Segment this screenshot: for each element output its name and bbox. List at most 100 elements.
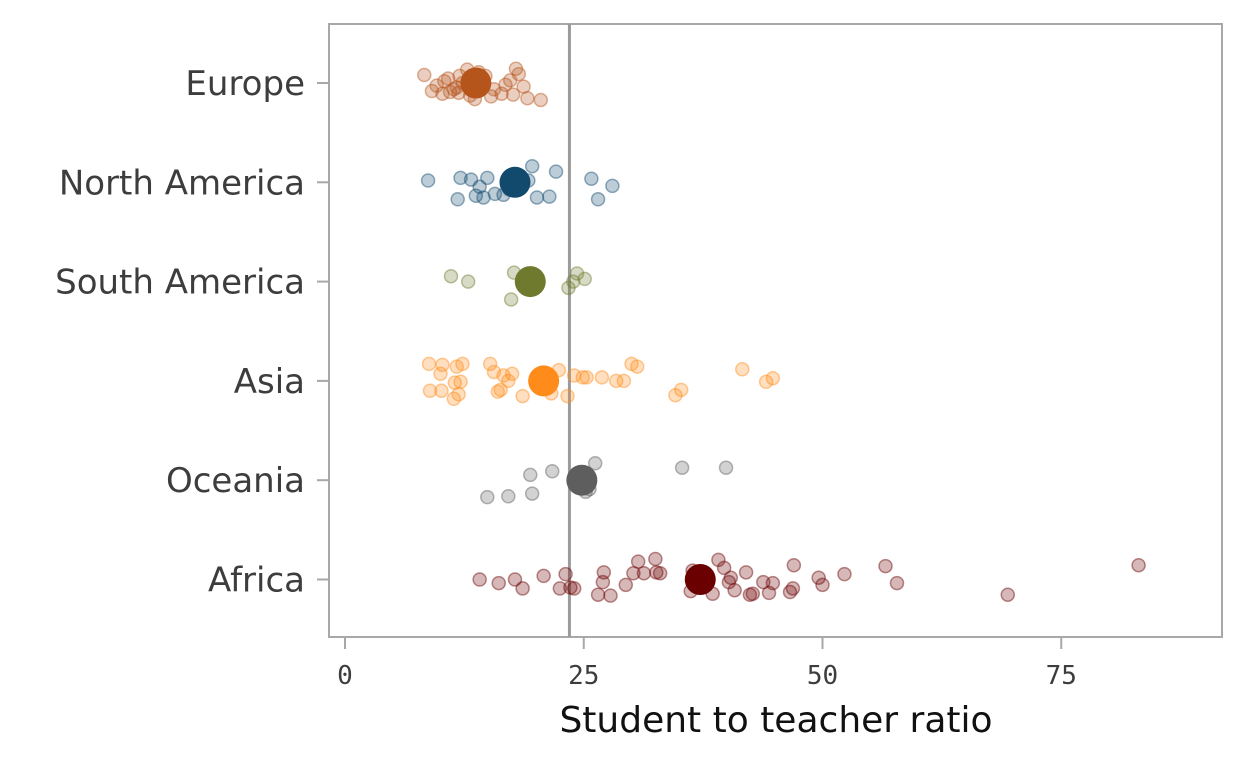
data-point [453,374,468,390]
data-point [711,552,726,568]
data-point [560,388,575,404]
data-point [652,565,668,581]
data-point [422,383,438,398]
points-layer [417,61,1146,603]
data-point [486,364,502,380]
data-point [446,82,462,97]
means-layer [460,67,716,595]
data-point [756,574,771,590]
data-point [501,489,516,504]
data-point [636,565,652,581]
data-point [674,460,690,475]
data-point [524,158,540,174]
data-point [718,460,734,475]
data-point [590,587,606,602]
data-point [503,292,519,307]
data-point [624,356,639,372]
category-label: Europe [185,64,305,104]
data-point [435,357,450,373]
data-point [629,359,645,374]
data-point [429,78,444,93]
data-point [511,66,527,82]
data-point [515,388,530,404]
data-point [449,359,464,374]
data-point [563,580,578,595]
category-label: South America [55,263,305,303]
plot-background [328,23,1223,638]
data-point [605,178,620,194]
data-point [472,572,487,587]
data-point [490,384,506,399]
data-point [496,368,511,383]
data-point [561,280,576,296]
data-point [626,565,641,581]
data-point [483,89,499,104]
data-point [508,61,524,76]
data-point [507,572,523,587]
data-point [493,382,508,398]
data-point [608,373,624,389]
data-point [595,574,611,590]
data-point [440,71,456,86]
data-point [596,565,612,580]
x-tick-label: 50 [807,661,838,691]
data-point [721,574,737,590]
data-point [536,568,551,584]
data-point [453,170,468,186]
data-point [765,370,781,386]
data-point [590,192,606,207]
data-point [837,566,852,582]
data-point [815,577,830,593]
category-label: Asia [234,362,305,402]
data-point [738,565,754,580]
data-point [437,73,452,89]
mean-marker [514,266,546,298]
data-point [668,387,683,403]
data-point [455,356,470,372]
data-point [648,551,663,567]
data-point [446,391,462,407]
data-point [450,192,465,207]
data-point [424,83,440,99]
data-point [577,271,592,287]
data-point [515,581,530,596]
data-point [575,370,591,385]
mean-marker [566,464,598,496]
data-point [504,366,520,382]
data-point [421,356,437,372]
data-point [558,566,573,582]
data-point [765,575,781,591]
data-point [630,554,646,569]
data-point [878,558,893,574]
data-point [579,370,594,385]
data-point [505,87,521,102]
data-point [569,266,585,281]
data-point [494,86,509,101]
category-label: Oceania [166,461,305,501]
data-point [533,92,549,108]
data-point [487,186,503,202]
data-point [476,190,491,205]
data-point [482,356,498,372]
data-point [742,587,758,602]
data-point [472,179,487,195]
data-point [516,79,531,94]
data-point [616,373,632,389]
category-label: North America [59,163,305,203]
data-point [544,464,560,479]
data-point [758,374,774,390]
x-tick-label: 75 [1046,661,1077,691]
data-point [782,584,798,600]
data-point [498,77,513,93]
data-point [566,368,582,383]
data-point [420,173,436,188]
data-point [1131,557,1146,573]
x-axis: 0 25 50 75 [337,637,1077,691]
data-point [443,268,459,284]
data-point [520,90,535,106]
data-point [1000,587,1016,602]
data-point [491,575,507,591]
category-label: Africa [208,561,305,601]
data-point [735,362,750,377]
